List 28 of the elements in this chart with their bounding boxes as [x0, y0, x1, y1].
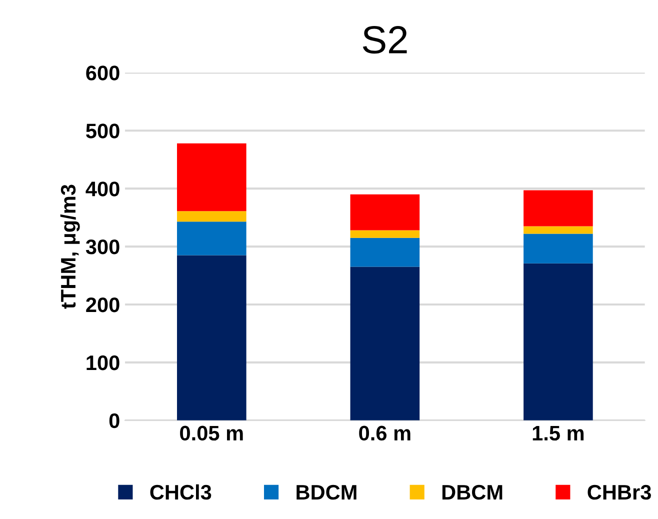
x-tick-label: 0.05 m [180, 426, 243, 441]
legend-label: CHBr3 [588, 484, 651, 500]
bar [524, 234, 593, 264]
bar [350, 194, 420, 230]
x-tick-label: 0.6 m [359, 426, 410, 441]
chart-title: S2 [362, 26, 407, 54]
y-tick-label: 400 [86, 182, 120, 196]
bar [524, 263, 593, 420]
y-tick-label: 300 [86, 240, 120, 254]
bar [177, 143, 246, 212]
x-tick-label: 1.5 m [532, 426, 584, 441]
bar [350, 238, 420, 267]
y-tick-label: 600 [86, 66, 120, 80]
y-tick-label: 200 [86, 297, 120, 312]
legend-label: DBCM [442, 484, 502, 500]
legend-label: CHCl3 [150, 484, 212, 500]
bar [177, 255, 246, 420]
y-tick-label: 500 [86, 124, 120, 138]
y-axis-title: tTHM, μg/m3 [60, 184, 80, 309]
legend-label: BDCM [296, 484, 356, 500]
bar [177, 211, 246, 222]
bar [177, 222, 246, 256]
bar [524, 190, 593, 226]
y-tick-label: 0 [109, 413, 120, 428]
bar [350, 230, 420, 238]
bar [524, 226, 593, 234]
bar [350, 266, 420, 420]
y-tick-label: 100 [86, 355, 120, 370]
